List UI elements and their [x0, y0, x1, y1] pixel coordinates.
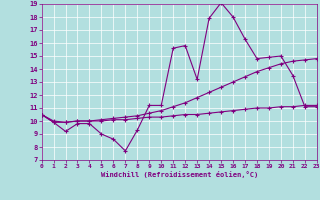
X-axis label: Windchill (Refroidissement éolien,°C): Windchill (Refroidissement éolien,°C) [100, 171, 258, 178]
